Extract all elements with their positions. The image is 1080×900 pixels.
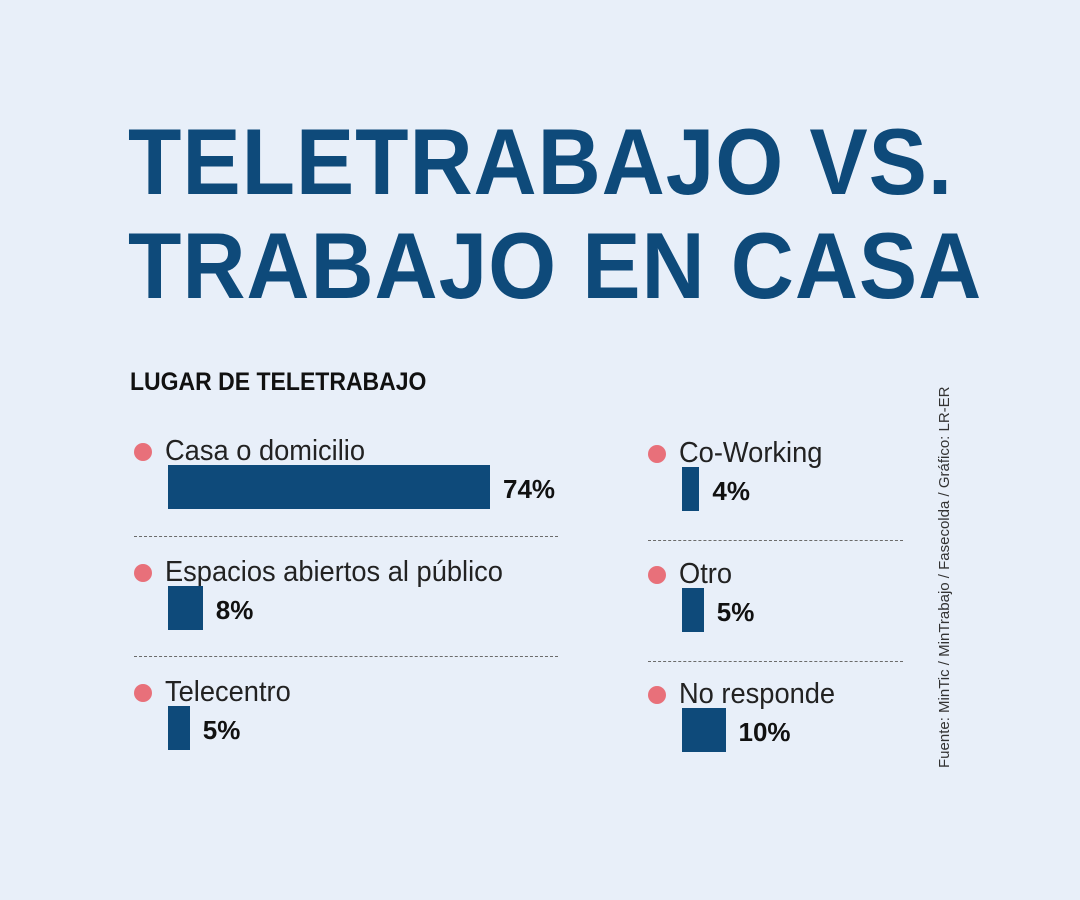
value-label: 5% bbox=[202, 715, 241, 745]
category-label: Casa o domicilio bbox=[165, 435, 365, 467]
bar bbox=[682, 588, 704, 632]
dashed-divider bbox=[134, 536, 558, 537]
dashed-divider bbox=[648, 661, 903, 662]
chart-title: LUGAR DE TELETRABAJO bbox=[130, 368, 427, 396]
title-line-2: TRABAJO EN CASA bbox=[128, 213, 983, 318]
value-label: 4% bbox=[712, 476, 750, 506]
value-label: 74% bbox=[503, 474, 556, 504]
bar bbox=[168, 586, 203, 630]
bullet-dot-icon bbox=[648, 445, 666, 463]
source-note: Fuente: MinTic / MinTrabajo / Fasecolda … bbox=[936, 386, 953, 768]
title-line-1: TELETRABAJO VS. bbox=[128, 109, 954, 214]
category-label: Espacios abiertos al público bbox=[165, 556, 503, 588]
bullet-dot-icon bbox=[134, 564, 152, 582]
bullet-dot-icon bbox=[648, 566, 666, 584]
bar bbox=[682, 467, 700, 511]
value-label: 10% bbox=[738, 717, 791, 747]
category-label: Otro bbox=[679, 558, 733, 590]
category-label: No responde bbox=[679, 678, 836, 710]
value-label: 8% bbox=[215, 595, 254, 625]
value-label: 5% bbox=[716, 597, 755, 627]
category-label: Telecentro bbox=[165, 676, 291, 708]
bar bbox=[168, 465, 490, 509]
bullet-dot-icon bbox=[134, 684, 152, 702]
category-label: Co-Working bbox=[679, 437, 823, 469]
dashed-divider bbox=[134, 656, 558, 657]
bullet-dot-icon bbox=[134, 443, 152, 461]
bar bbox=[168, 706, 190, 750]
dashed-divider bbox=[648, 540, 903, 541]
bar bbox=[682, 708, 726, 752]
page-title: TELETRABAJO VS. TRABAJO EN CASA bbox=[128, 110, 982, 318]
bullet-dot-icon bbox=[648, 686, 666, 704]
